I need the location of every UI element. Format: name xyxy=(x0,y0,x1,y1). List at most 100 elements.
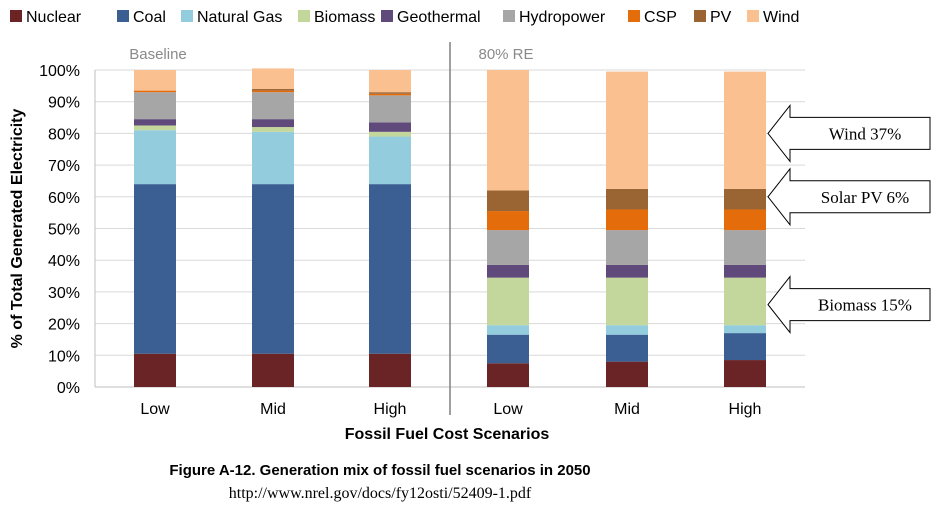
y-tick-label: 0% xyxy=(57,380,80,397)
y-tick-label: 90% xyxy=(48,95,80,112)
bar-segment-natural-gas xyxy=(606,325,648,335)
legend-label: Hydropower xyxy=(519,9,606,26)
bar-segment-nuclear xyxy=(252,353,294,387)
bar-segment-natural-gas xyxy=(487,325,529,335)
bar-segment-nuclear xyxy=(724,360,766,387)
bar-segment-hydropower xyxy=(724,230,766,265)
legend-label: Nuclear xyxy=(26,9,82,26)
bar-segment-geothermal xyxy=(487,264,529,278)
bar-segment-csp xyxy=(134,90,176,93)
bar-segment-wind xyxy=(252,68,294,90)
y-tick-label: 70% xyxy=(48,158,80,175)
legend-label: PV xyxy=(710,9,732,26)
legend-swatch-geothermal xyxy=(381,10,393,22)
callout-arrow xyxy=(767,275,931,335)
group-label-80re: 80% RE xyxy=(478,46,533,63)
legend-swatch-csp xyxy=(628,10,640,22)
bar-segment-biomass xyxy=(606,277,648,326)
bar-segment-coal xyxy=(487,334,529,364)
bar-segment-biomass xyxy=(252,127,294,132)
bar-segment-nuclear xyxy=(134,353,176,387)
legend-swatch-coal xyxy=(117,10,129,22)
bar-segment-wind xyxy=(134,70,176,91)
callout-arrow xyxy=(767,103,931,163)
bar-segment-biomass xyxy=(369,131,411,137)
callout-arrow xyxy=(767,167,931,227)
y-axis-title: % of Total Generated Electricity xyxy=(9,109,26,349)
legend-label: Wind xyxy=(763,9,799,26)
x-axis-title: Fossil Fuel Cost Scenarios xyxy=(345,426,550,443)
bar-segment-nuclear xyxy=(606,361,648,387)
y-tick-label: 10% xyxy=(48,348,80,365)
bar-segment-csp xyxy=(252,90,294,93)
y-tick-label: 30% xyxy=(48,285,80,302)
bar-segment-wind xyxy=(487,70,529,191)
bar-segment-pv xyxy=(724,188,766,210)
legend-label: Geothermal xyxy=(397,9,481,26)
bar-segment-hydropower xyxy=(606,230,648,265)
bar-segment-coal xyxy=(252,184,294,354)
y-tick-label: 20% xyxy=(48,317,80,334)
x-tick-label: Mid xyxy=(260,401,286,418)
bar-segment-wind xyxy=(724,71,766,189)
legend-label: Coal xyxy=(133,9,166,26)
bar-segment-geothermal xyxy=(369,122,411,132)
bar-segment-hydropower xyxy=(252,92,294,120)
y-tick-label: 80% xyxy=(48,126,80,143)
legend-swatch-natural-gas xyxy=(181,10,193,22)
group-label-baseline: Baseline xyxy=(129,46,187,63)
source-url: http://www.nrel.gov/docs/fy12osti/52409-… xyxy=(228,485,532,502)
bar-segment-csp xyxy=(606,209,648,231)
legend-swatch-pv xyxy=(694,10,706,22)
y-tick-label: 100% xyxy=(39,63,80,80)
bar-segment-natural-gas xyxy=(134,130,176,185)
bar-segment-pv xyxy=(606,188,648,210)
bar-segment-natural-gas xyxy=(252,131,294,185)
bar-segment-hydropower xyxy=(369,95,411,123)
x-tick-label: Low xyxy=(493,401,523,418)
callout-label: Biomass 15% xyxy=(818,296,912,315)
legend-swatch-biomass xyxy=(298,10,310,22)
x-tick-label: Mid xyxy=(614,401,640,418)
legend-swatch-wind xyxy=(747,10,759,22)
bar-segment-nuclear xyxy=(369,353,411,387)
bar-segment-coal xyxy=(724,333,766,361)
bar-segment-pv xyxy=(252,89,294,91)
bar-segment-geothermal xyxy=(606,264,648,278)
bar-segment-biomass xyxy=(724,277,766,326)
callout-label: Wind 37% xyxy=(829,124,902,143)
bar-segment-biomass xyxy=(487,277,529,326)
bar-segment-biomass xyxy=(134,125,176,131)
legend-label: CSP xyxy=(644,9,677,26)
legend-swatch-nuclear xyxy=(10,10,22,22)
y-tick-label: 60% xyxy=(48,190,80,207)
bar-segment-wind xyxy=(369,70,411,93)
bar-segment-csp xyxy=(369,93,411,96)
bar-segment-coal xyxy=(134,184,176,354)
bar-segment-pv xyxy=(487,190,529,212)
x-tick-label: High xyxy=(374,401,407,418)
bar-segment-hydropower xyxy=(134,92,176,120)
x-tick-label: High xyxy=(729,401,762,418)
bar-segment-nuclear xyxy=(487,363,529,387)
figure-caption: Figure A-12. Generation mix of fossil fu… xyxy=(169,462,591,479)
bar-segment-pv xyxy=(369,92,411,94)
bar-segment-geothermal xyxy=(134,119,176,126)
legend-label: Natural Gas xyxy=(197,9,282,26)
bar-segment-natural-gas xyxy=(724,325,766,334)
legend-label: Biomass xyxy=(314,9,375,26)
y-tick-label: 50% xyxy=(48,222,80,239)
bar-segment-geothermal xyxy=(724,264,766,278)
bar-segment-wind xyxy=(606,71,648,189)
callout-label: Solar PV 6% xyxy=(821,188,909,207)
bar-segment-hydropower xyxy=(487,230,529,265)
stacked-bar-chart: 0% 10% 20% 30% 40% 50% 60% 70% 80% 90% 100% Low Mid H… xyxy=(9,9,931,443)
bar-segment-csp xyxy=(487,211,529,231)
bar-segment-natural-gas xyxy=(369,136,411,185)
bar-segment-geothermal xyxy=(252,119,294,128)
x-tick-label: Low xyxy=(140,401,170,418)
bar-segment-csp xyxy=(724,209,766,231)
y-tick-label: 40% xyxy=(48,253,80,270)
bar-segment-coal xyxy=(606,334,648,362)
bar-segment-coal xyxy=(369,184,411,354)
